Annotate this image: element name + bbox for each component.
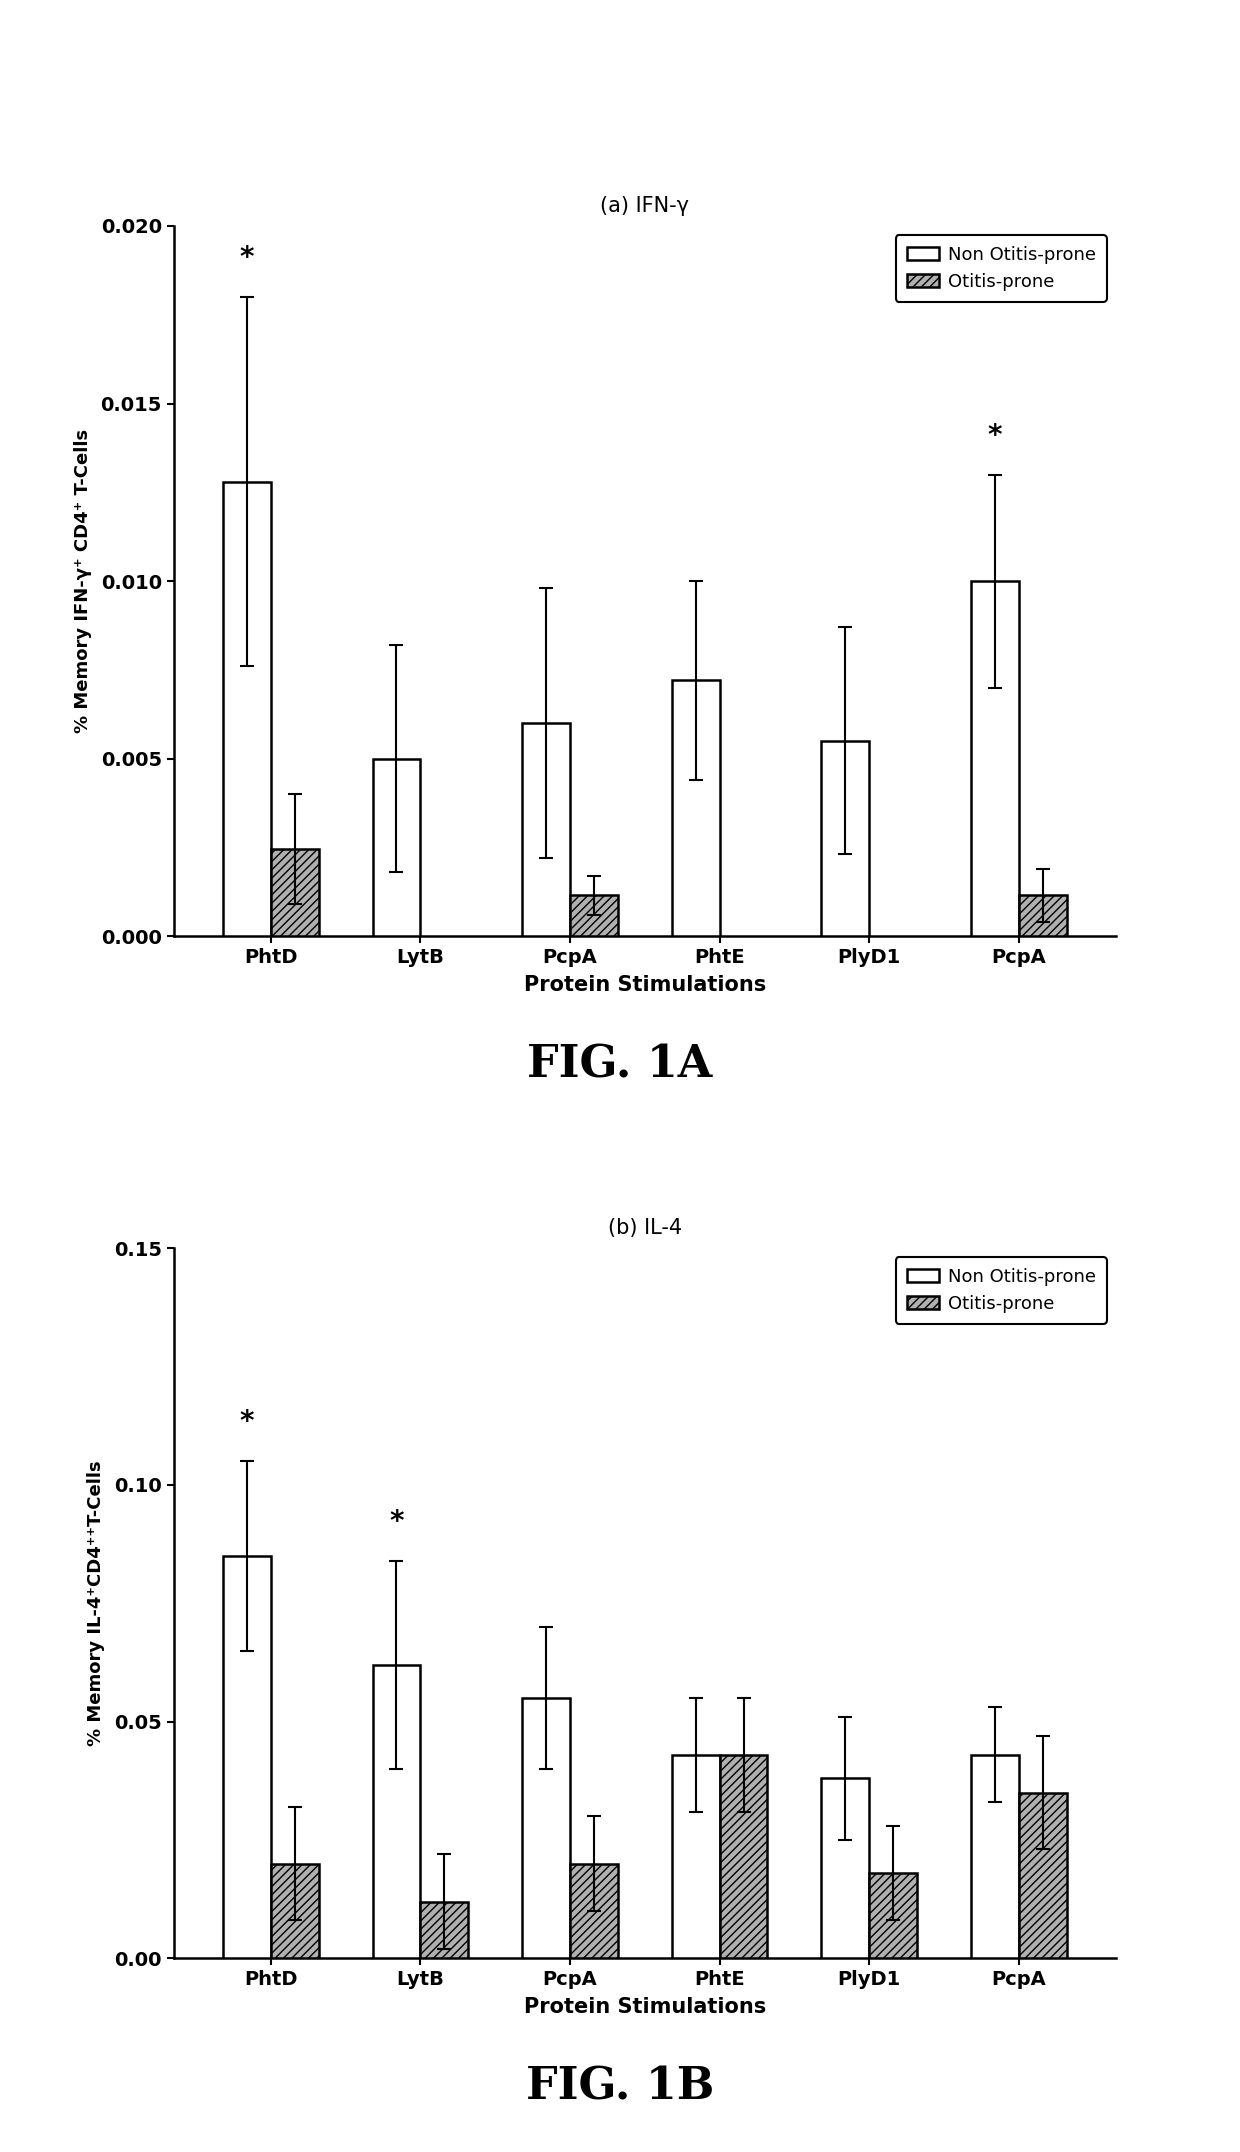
Bar [971, 581, 1019, 936]
Text: *: * [239, 1407, 254, 1435]
Text: *: * [239, 243, 254, 271]
Bar [719, 1754, 768, 1958]
Bar [1019, 1793, 1066, 1958]
Bar [522, 723, 570, 936]
Bar [971, 1754, 1019, 1958]
Text: *: * [987, 422, 1002, 450]
Legend: Non Otitis-prone, Otitis-prone: Non Otitis-prone, Otitis-prone [895, 1257, 1107, 1323]
Legend: Non Otitis-prone, Otitis-prone: Non Otitis-prone, Otitis-prone [895, 235, 1107, 301]
Y-axis label: % Memory IFN-γ⁺ CD4⁺ T-Cells: % Memory IFN-γ⁺ CD4⁺ T-Cells [74, 428, 92, 734]
Bar [570, 1864, 618, 1958]
Title: (a) IFN-γ: (a) IFN-γ [600, 196, 689, 215]
Bar [1019, 895, 1066, 936]
Title: (b) IL-4: (b) IL-4 [608, 1218, 682, 1237]
Bar [570, 895, 618, 936]
Bar [270, 850, 319, 936]
X-axis label: Protein Stimulations: Protein Stimulations [523, 975, 766, 994]
Bar [372, 760, 420, 936]
Y-axis label: % Memory IL-4⁺CD4⁺⁺T-Cells: % Memory IL-4⁺CD4⁺⁺T-Cells [88, 1461, 105, 1745]
Bar [223, 482, 270, 936]
Text: FIG. 1A: FIG. 1A [527, 1044, 713, 1087]
Bar [223, 1556, 270, 1958]
Bar [821, 740, 869, 936]
Bar [821, 1778, 869, 1958]
Bar [372, 1666, 420, 1958]
X-axis label: Protein Stimulations: Protein Stimulations [523, 1997, 766, 2016]
Bar [672, 1754, 719, 1958]
Bar [420, 1902, 469, 1958]
Bar [270, 1864, 319, 1958]
Text: FIG. 1B: FIG. 1B [526, 2066, 714, 2109]
Bar [672, 680, 719, 936]
Bar [522, 1698, 570, 1958]
Bar [869, 1872, 918, 1958]
Text: *: * [389, 1509, 404, 1537]
